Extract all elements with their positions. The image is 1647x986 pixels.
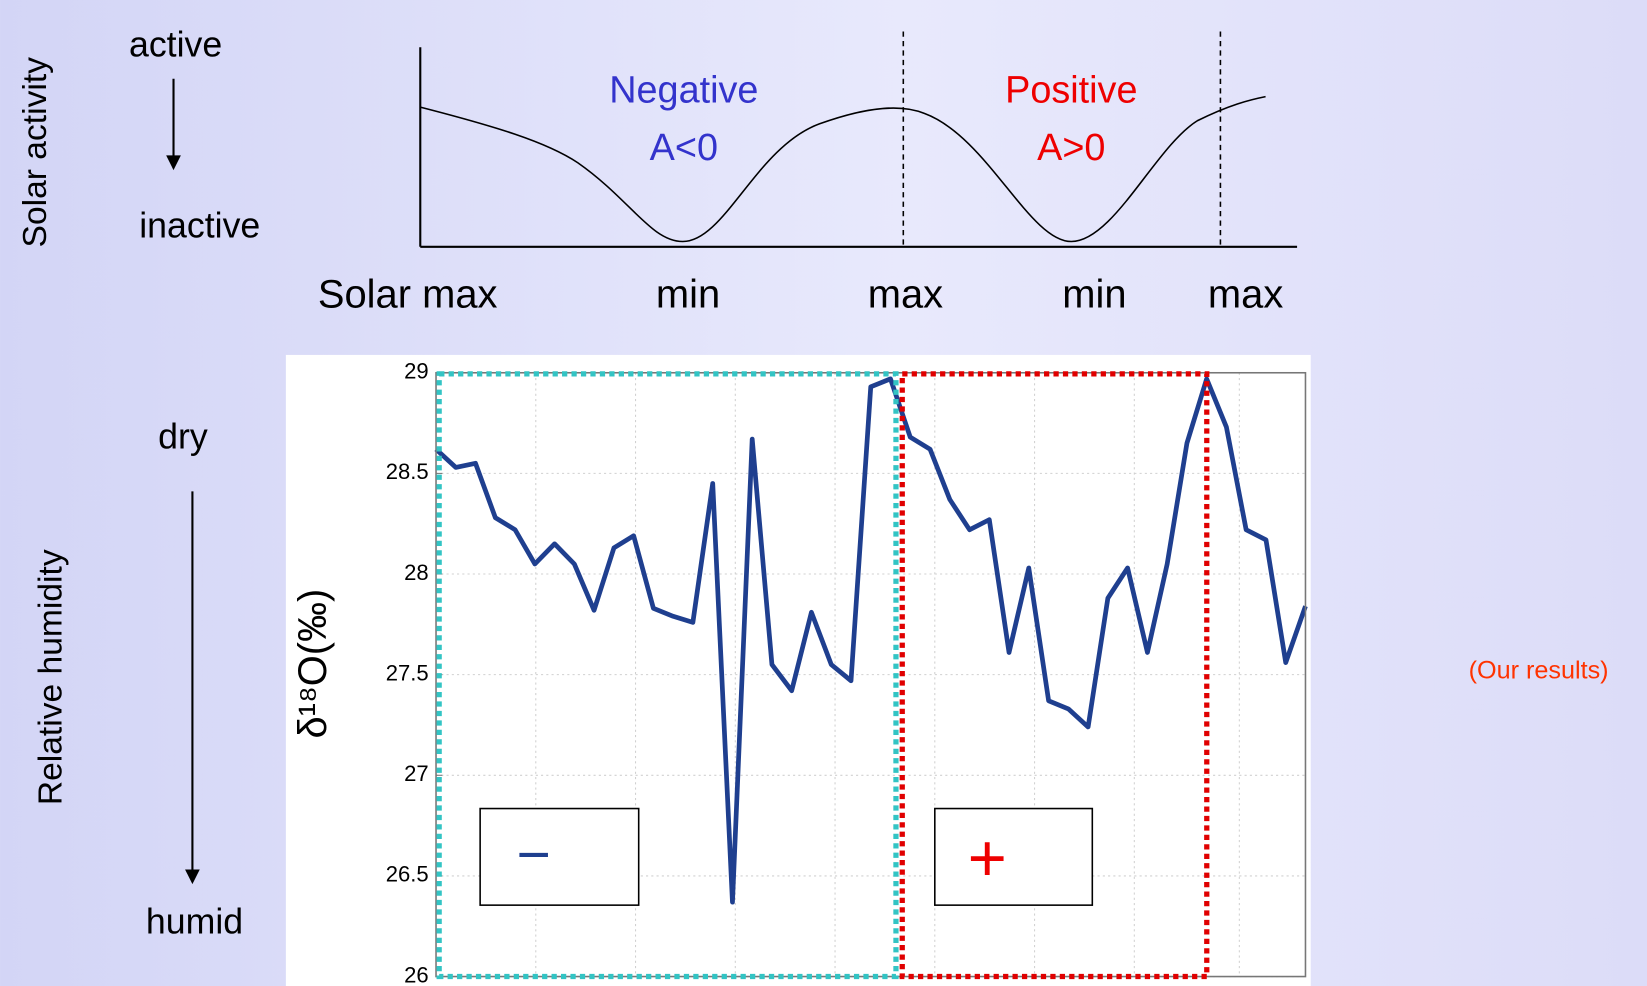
legend-symbol: − [517, 822, 551, 887]
label: dry [158, 416, 208, 456]
cycle-curve [420, 95, 1266, 243]
phase-name: Positive [1005, 69, 1137, 111]
phase-condition: A<0 [650, 127, 718, 169]
positive-phase-box [899, 371, 1210, 980]
legend-box [934, 807, 1094, 906]
note: (Our results) [1469, 657, 1609, 685]
y-tick-label: 26.5 [386, 862, 429, 887]
y-tick-label: 28 [404, 560, 429, 585]
x-label: max [868, 273, 943, 317]
plot-frame [435, 371, 1307, 978]
x-label: Solar max [318, 273, 498, 317]
legend-symbol: + [968, 821, 1007, 896]
label: humid [146, 901, 243, 941]
label: active [129, 25, 222, 65]
legend-box [479, 807, 640, 906]
y-tick-label: 29 [404, 359, 429, 384]
arrow-head [185, 869, 200, 885]
y-tick-label: 27 [404, 761, 429, 786]
y-tick-label: 28.5 [386, 459, 429, 484]
y-tick-label: 26 [404, 962, 429, 986]
y-label: δ¹⁸O(‰) [291, 589, 335, 739]
y-tick-label: 27.5 [386, 660, 429, 685]
plot: 26 26.5 27 27.5 28 28.5 29 [386, 359, 1308, 986]
phase-condition: A>0 [1037, 127, 1105, 169]
arrow-head [166, 155, 181, 171]
y-label: Solar activity [17, 57, 54, 248]
phase-name: Negative [609, 69, 758, 111]
data-line [434, 376, 1308, 905]
label: inactive [139, 205, 260, 245]
x-label: max [1208, 273, 1283, 317]
x-label: min [656, 273, 720, 317]
y-label: Relative humidity [33, 549, 70, 805]
x-label: min [1062, 273, 1126, 317]
negative-phase-box [436, 371, 899, 980]
